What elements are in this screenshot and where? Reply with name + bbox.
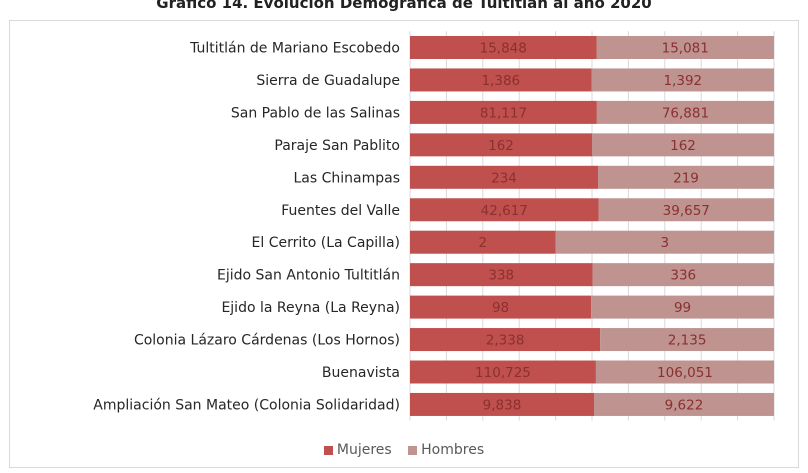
data-label-mujeres: 162 (488, 138, 514, 154)
bar-hombres (596, 36, 774, 59)
bar-hombres (598, 165, 774, 189)
category-label: Colonia Lázaro Cárdenas (Los Hornos) (134, 333, 400, 349)
category-label: Fuentes del Valle (281, 203, 400, 219)
data-label-hombres: 15,081 (662, 41, 709, 57)
legend-swatch-mujeres (323, 445, 333, 455)
bar-mujeres (410, 392, 595, 416)
data-label-mujeres: 110,725 (475, 365, 531, 381)
data-label-hombres: 39,657 (663, 203, 710, 219)
data-label-mujeres: 234 (491, 170, 517, 186)
legend-item-hombres: Hombres (408, 442, 484, 458)
bar-hombres (600, 328, 774, 352)
category-label: Buenavista (322, 365, 400, 381)
data-label-mujeres: 81,117 (480, 105, 527, 121)
data-label-mujeres: 338 (488, 268, 514, 284)
legend-swatch-hombres (408, 445, 418, 455)
bar-mujeres (410, 133, 592, 157)
bar-mujeres (410, 295, 592, 319)
category-label: Tultitlán de Mariano Escobedo (189, 41, 400, 57)
bar-hombres (591, 295, 774, 319)
data-label-hombres: 162 (670, 138, 696, 154)
data-label-hombres: 1,392 (663, 73, 702, 89)
bar-hombres (598, 198, 774, 222)
bar-mujeres (410, 360, 596, 384)
data-label-hombres: 3 (661, 235, 670, 251)
bar-mujeres (410, 165, 599, 189)
category-label: El Cerrito (La Capilla) (252, 235, 400, 251)
bar-hombres (596, 100, 774, 124)
data-label-hombres: 106,051 (657, 365, 713, 381)
category-label: Ejido San Antonio Tultitlán (217, 268, 400, 284)
legend: Mujeres Hombres (0, 442, 808, 459)
bar-mujeres (410, 100, 597, 124)
legend-item-mujeres: Mujeres (323, 442, 392, 458)
category-label: Sierra de Guadalupe (256, 73, 400, 89)
category-label: Las Chinampas (293, 170, 400, 186)
bar-mujeres (410, 198, 599, 222)
data-label-mujeres: 1,386 (481, 73, 520, 89)
bar-hombres (555, 230, 774, 254)
bar-hombres (595, 360, 774, 384)
data-label-hombres: 219 (673, 170, 699, 186)
legend-label-hombres: Hombres (421, 442, 485, 458)
legend-label-mujeres: Mujeres (336, 442, 392, 458)
bar-mujeres (410, 36, 597, 59)
data-label-mujeres: 42,617 (481, 203, 528, 219)
data-label-mujeres: 9,838 (483, 397, 522, 413)
bar-mujeres (410, 230, 556, 254)
bar-hombres (592, 263, 774, 287)
bar-mujeres (410, 328, 601, 352)
bar-mujeres (410, 68, 592, 92)
data-label-hombres: 9,622 (665, 397, 704, 413)
data-label-mujeres: 98 (492, 300, 509, 316)
category-label: Ampliación San Mateo (Colonia Solidarida… (93, 397, 400, 413)
chart-title: Gráfico 14. Evolución Demográfica de Tul… (156, 0, 652, 12)
data-label-mujeres: 15,848 (480, 41, 527, 57)
category-label: Ejido la Reyna (La Reyna) (221, 300, 400, 316)
bar-hombres (594, 392, 774, 416)
data-label-hombres: 336 (670, 268, 696, 284)
data-label-hombres: 99 (674, 300, 691, 316)
bar-mujeres (410, 263, 593, 287)
data-label-mujeres: 2,338 (486, 333, 525, 349)
bar-hombres (591, 68, 774, 92)
data-label-mujeres: 2 (479, 235, 488, 251)
category-label: Paraje San Pablito (274, 138, 400, 154)
data-label-hombres: 76,881 (662, 105, 709, 121)
data-label-hombres: 2,135 (668, 333, 707, 349)
bar-hombres (592, 133, 774, 157)
category-label: San Pablo de las Salinas (231, 105, 400, 121)
